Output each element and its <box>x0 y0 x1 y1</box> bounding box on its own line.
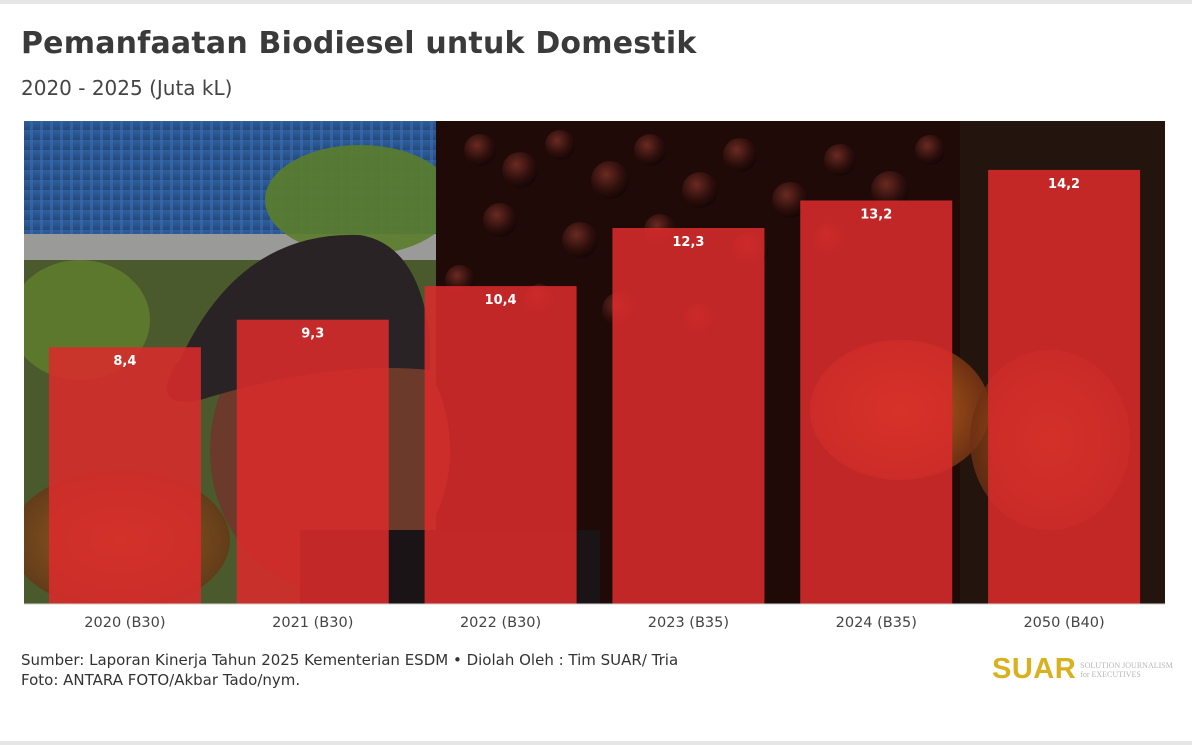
bar-1 <box>236 319 389 604</box>
bar-4 <box>800 200 953 604</box>
chart-footer: Sumber: Laporan Kinerja Tahun 2025 Kemen… <box>21 650 678 690</box>
bar-value-label-2: 10,4 <box>485 293 517 308</box>
photo-credit: Foto: ANTARA FOTO/Akbar Tado/nym. <box>21 671 301 689</box>
chart-title: Pemanfaatan Biodiesel untuk Domestik <box>21 26 697 61</box>
bar-chart: 8,4 9,3 10,4 12,3 13,2 14,2 2020 (B30) 2021 (B… <box>24 121 1165 631</box>
bottom-rule <box>0 741 1192 745</box>
x-tick-label-2: 2022 (B30) <box>460 615 541 631</box>
bar-series: 8,4 9,3 10,4 12,3 13,2 14,2 <box>48 169 1141 605</box>
photo-foliage <box>265 145 455 255</box>
source-note: Sumber: Laporan Kinerja Tahun 2025 Kemen… <box>21 651 679 669</box>
x-tick-label-1: 2021 (B30) <box>272 615 353 631</box>
bar-0 <box>48 347 201 604</box>
bar-value-label-1: 9,3 <box>301 327 324 342</box>
x-axis-labels: 2020 (B30) 2021 (B30) 2022 (B30) 2023 (B35)… <box>84 615 1104 631</box>
bar-3 <box>612 227 765 605</box>
bar-value-label-0: 8,4 <box>113 354 136 369</box>
logo-wordmark: SUAR <box>992 652 1077 685</box>
x-tick-label-0: 2020 (B30) <box>84 615 165 631</box>
logo-tagline: SOLUTION JOURNALISM for EXECUTIVES <box>1080 661 1173 679</box>
bar-value-label-5: 14,2 <box>1048 177 1080 192</box>
chart-subtitle: 2020 - 2025 (Juta kL) <box>21 76 233 100</box>
x-tick-label-5: 2050 (B40) <box>1023 615 1104 631</box>
bar-5 <box>988 169 1141 605</box>
bar-value-label-3: 12,3 <box>672 235 704 250</box>
top-rule <box>0 0 1192 4</box>
x-tick-label-3: 2023 (B35) <box>648 615 729 631</box>
x-tick-label-4: 2024 (B35) <box>836 615 917 631</box>
bar-2 <box>424 286 577 604</box>
logo-tagline-line-2: for EXECUTIVES <box>1080 670 1141 679</box>
brand-logo: SUAR SOLUTION JOURNALISM for EXECUTIVES <box>992 652 1173 686</box>
bar-value-label-4: 13,2 <box>860 207 892 222</box>
logo-tagline-line-1: SOLUTION JOURNALISM <box>1080 661 1173 670</box>
